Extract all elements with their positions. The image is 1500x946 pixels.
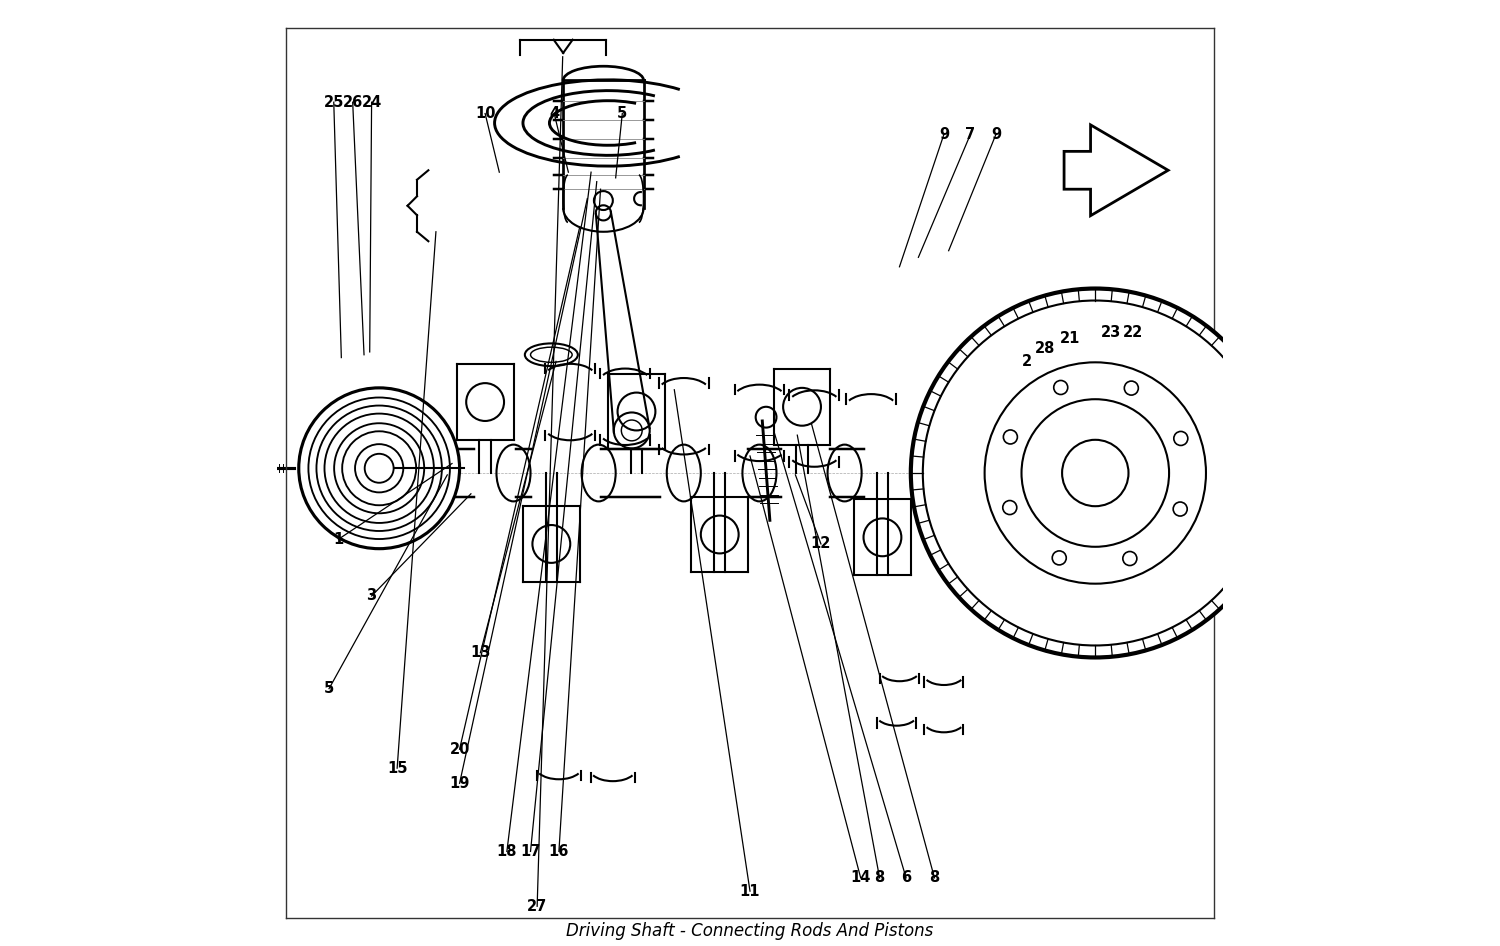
Ellipse shape — [984, 362, 1206, 584]
Text: 12: 12 — [812, 536, 831, 552]
Text: 2: 2 — [1022, 354, 1032, 369]
Text: 5: 5 — [324, 681, 334, 696]
Text: 20: 20 — [450, 742, 470, 757]
Polygon shape — [1064, 125, 1168, 216]
Text: 11: 11 — [740, 884, 760, 899]
Text: 24: 24 — [362, 95, 381, 110]
Text: 16: 16 — [549, 844, 568, 859]
Ellipse shape — [1022, 399, 1168, 547]
Text: 14: 14 — [850, 870, 871, 885]
Text: 10: 10 — [476, 106, 495, 121]
Ellipse shape — [324, 413, 434, 523]
Ellipse shape — [356, 445, 404, 492]
Text: 1: 1 — [333, 532, 344, 547]
Ellipse shape — [1174, 431, 1188, 446]
Text: 18: 18 — [496, 844, 517, 859]
Text: 22: 22 — [1124, 325, 1143, 341]
Ellipse shape — [309, 397, 450, 539]
Text: 28: 28 — [1035, 341, 1056, 356]
Ellipse shape — [1052, 551, 1066, 565]
Text: 17: 17 — [520, 844, 540, 859]
Text: 7: 7 — [966, 127, 975, 142]
Ellipse shape — [316, 406, 442, 531]
Ellipse shape — [922, 301, 1268, 645]
Text: 9: 9 — [939, 127, 950, 142]
Ellipse shape — [1125, 381, 1138, 395]
Text: 27: 27 — [526, 899, 548, 914]
Text: 3: 3 — [366, 588, 376, 604]
Ellipse shape — [1173, 502, 1186, 517]
Ellipse shape — [1053, 380, 1068, 394]
Ellipse shape — [334, 423, 424, 514]
Ellipse shape — [1004, 500, 1017, 515]
Text: 5: 5 — [616, 106, 627, 121]
Text: 13: 13 — [470, 645, 490, 660]
Text: 19: 19 — [450, 776, 470, 791]
Ellipse shape — [1124, 552, 1137, 566]
Ellipse shape — [1062, 440, 1128, 506]
Ellipse shape — [910, 289, 1280, 657]
Text: 23: 23 — [1101, 325, 1122, 341]
Text: 25: 25 — [324, 95, 344, 110]
Ellipse shape — [342, 431, 416, 505]
Text: 8: 8 — [930, 870, 939, 885]
Text: Driving Shaft - Connecting Rods And Pistons: Driving Shaft - Connecting Rods And Pist… — [567, 921, 933, 940]
Text: 15: 15 — [387, 761, 408, 776]
Ellipse shape — [364, 454, 393, 482]
Text: 26: 26 — [342, 95, 363, 110]
Text: 8: 8 — [874, 870, 885, 885]
Ellipse shape — [1004, 429, 1017, 444]
Text: 9: 9 — [992, 127, 1000, 142]
Text: 4: 4 — [549, 106, 560, 121]
Ellipse shape — [298, 388, 459, 549]
Text: 6: 6 — [902, 870, 910, 885]
Text: 21: 21 — [1059, 331, 1080, 346]
